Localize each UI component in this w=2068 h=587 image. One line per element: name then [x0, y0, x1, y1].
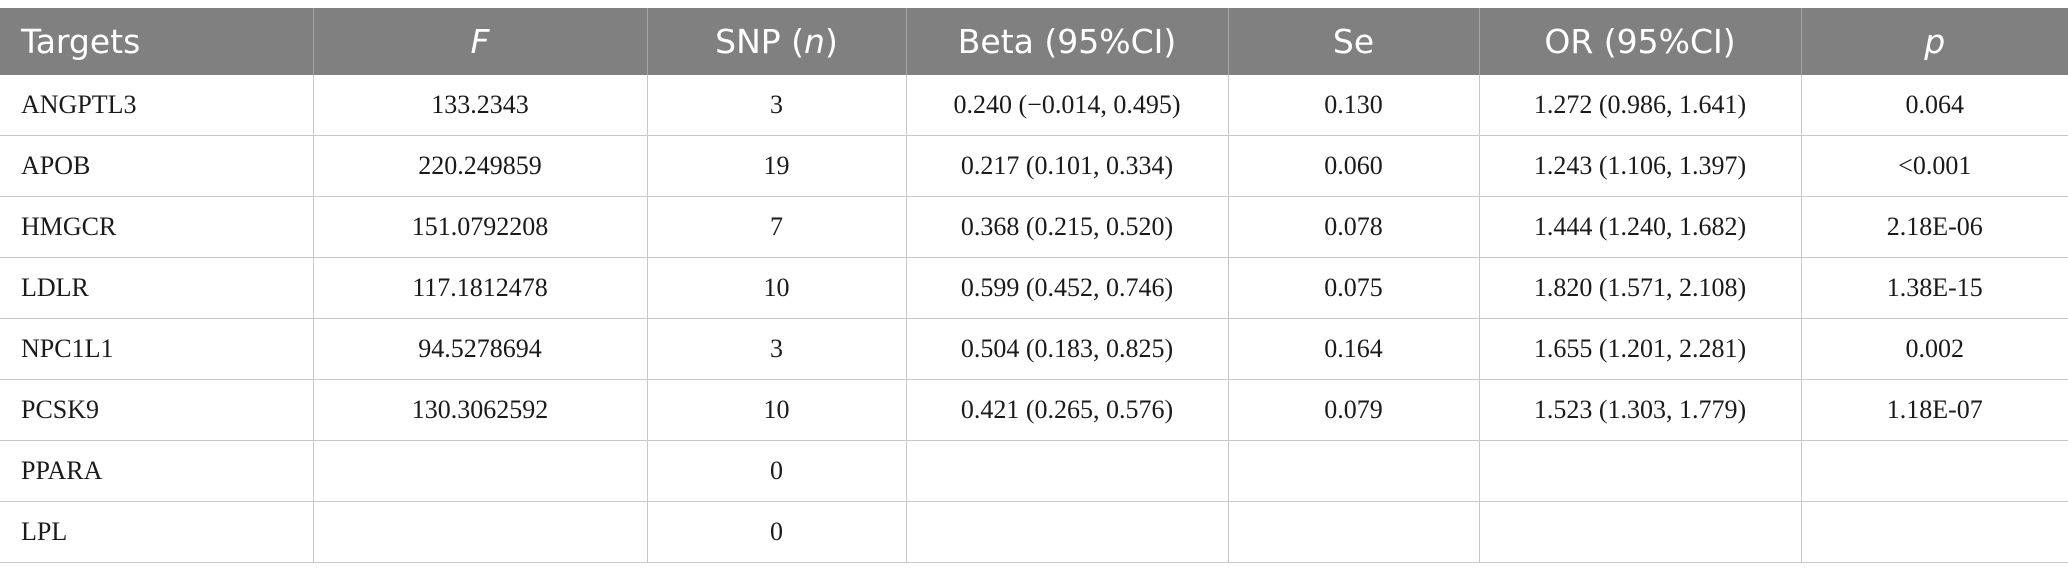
cell-or: 1.820 (1.571, 2.108): [1479, 257, 1802, 319]
header-snp-prefix: SNP (: [715, 22, 805, 61]
cell-target: LDLR: [0, 257, 314, 319]
table-header: Targets F SNP (n) Beta (95%CI) Se OR (95…: [0, 8, 2068, 75]
cell-target: ANGPTL3: [0, 75, 314, 136]
cell-or: 1.243 (1.106, 1.397): [1479, 135, 1802, 197]
cell-se: 0.130: [1228, 75, 1480, 136]
results-table: Targets F SNP (n) Beta (95%CI) Se OR (95…: [0, 8, 2068, 563]
cell-p: [1801, 501, 2068, 563]
table-body: ANGPTL3 133.2343 3 0.240 (−0.014, 0.495)…: [0, 75, 2068, 563]
cell-f: 133.2343: [313, 75, 648, 136]
header-snp-n: n: [804, 22, 825, 61]
cell-se: 0.078: [1228, 196, 1480, 258]
cell-beta: [906, 501, 1229, 563]
cell-or: [1479, 501, 1802, 563]
table-row: LPL 0: [0, 501, 2068, 563]
header-snp: SNP (n): [647, 8, 907, 75]
header-p: p: [1801, 8, 2068, 75]
cell-p: <0.001: [1801, 135, 2068, 197]
cell-se: 0.164: [1228, 318, 1480, 380]
cell-snp: 7: [647, 196, 907, 258]
cell-target: PCSK9: [0, 379, 314, 441]
cell-snp: 3: [647, 318, 907, 380]
table-row: HMGCR 151.0792208 7 0.368 (0.215, 0.520)…: [0, 196, 2068, 258]
cell-f: 130.3062592: [313, 379, 648, 441]
cell-snp: 3: [647, 75, 907, 136]
cell-snp: 0: [647, 501, 907, 563]
table-row: ANGPTL3 133.2343 3 0.240 (−0.014, 0.495)…: [0, 75, 2068, 136]
cell-snp: 19: [647, 135, 907, 197]
cell-beta: 0.217 (0.101, 0.334): [906, 135, 1229, 197]
header-f-label: F: [470, 22, 490, 61]
cell-se: 0.060: [1228, 135, 1480, 197]
cell-or: 1.272 (0.986, 1.641): [1479, 75, 1802, 136]
cell-or: [1479, 440, 1802, 502]
cell-p: [1801, 440, 2068, 502]
cell-snp: 0: [647, 440, 907, 502]
header-targets: Targets: [0, 8, 314, 75]
cell-se: 0.075: [1228, 257, 1480, 319]
cell-f: 220.249859: [313, 135, 648, 197]
cell-p: 0.064: [1801, 75, 2068, 136]
cell-snp: 10: [647, 257, 907, 319]
cell-f: 151.0792208: [313, 196, 648, 258]
header-snp-suffix: ): [824, 22, 838, 61]
table-row: APOB 220.249859 19 0.217 (0.101, 0.334) …: [0, 135, 2068, 197]
cell-se: [1228, 440, 1480, 502]
cell-se: [1228, 501, 1480, 563]
cell-target: LPL: [0, 501, 314, 563]
header-beta: Beta (95%CI): [906, 8, 1229, 75]
cell-p: 1.18E-07: [1801, 379, 2068, 441]
cell-p: 2.18E-06: [1801, 196, 2068, 258]
cell-target: APOB: [0, 135, 314, 197]
cell-p: 1.38E-15: [1801, 257, 2068, 319]
cell-target: HMGCR: [0, 196, 314, 258]
table-row: PCSK9 130.3062592 10 0.421 (0.265, 0.576…: [0, 379, 2068, 441]
header-f: F: [313, 8, 648, 75]
table-row: NPC1L1 94.5278694 3 0.504 (0.183, 0.825)…: [0, 318, 2068, 380]
table-row: PPARA 0: [0, 440, 2068, 502]
cell-snp: 10: [647, 379, 907, 441]
cell-or: 1.523 (1.303, 1.779): [1479, 379, 1802, 441]
cell-p: 0.002: [1801, 318, 2068, 380]
cell-beta: [906, 440, 1229, 502]
table-row: LDLR 117.1812478 10 0.599 (0.452, 0.746)…: [0, 257, 2068, 319]
cell-beta: 0.240 (−0.014, 0.495): [906, 75, 1229, 136]
cell-f: [313, 440, 648, 502]
cell-f: 94.5278694: [313, 318, 648, 380]
cell-se: 0.079: [1228, 379, 1480, 441]
cell-beta: 0.504 (0.183, 0.825): [906, 318, 1229, 380]
cell-target: PPARA: [0, 440, 314, 502]
cell-beta: 0.368 (0.215, 0.520): [906, 196, 1229, 258]
cell-or: 1.655 (1.201, 2.281): [1479, 318, 1802, 380]
cell-f: 117.1812478: [313, 257, 648, 319]
cell-target: NPC1L1: [0, 318, 314, 380]
header-or: OR (95%CI): [1479, 8, 1802, 75]
header-p-label: p: [1924, 22, 1946, 61]
cell-beta: 0.599 (0.452, 0.746): [906, 257, 1229, 319]
header-se: Se: [1228, 8, 1480, 75]
cell-beta: 0.421 (0.265, 0.576): [906, 379, 1229, 441]
results-table-container: Targets F SNP (n) Beta (95%CI) Se OR (95…: [0, 8, 2068, 563]
header-row: Targets F SNP (n) Beta (95%CI) Se OR (95…: [0, 8, 2068, 75]
cell-or: 1.444 (1.240, 1.682): [1479, 196, 1802, 258]
cell-f: [313, 501, 648, 563]
